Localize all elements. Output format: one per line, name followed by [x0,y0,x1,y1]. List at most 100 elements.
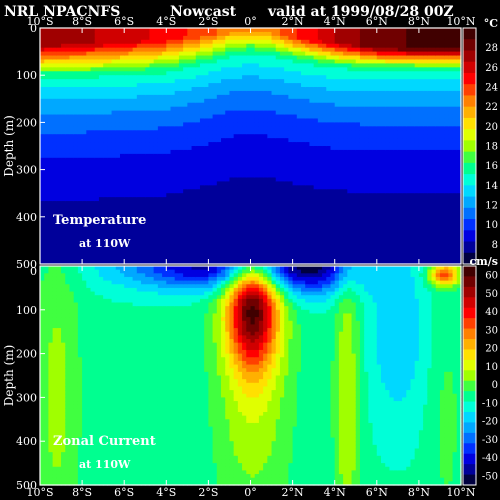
heatmap-cell [170,102,176,108]
heatmap-cell [376,149,382,155]
heatmap-cell [343,146,348,151]
heatmap-cell [351,31,357,37]
heatmap-cell [237,138,243,143]
heatmap-cell [351,126,357,131]
heatmap-cell [61,114,66,120]
heatmap-cell [292,87,298,92]
heatmap-cell [107,260,113,265]
heatmap-cell [132,240,138,245]
heatmap-cell [178,216,184,222]
heatmap-cell [124,244,130,249]
heatmap-cell [48,63,54,68]
heatmap-cell [107,130,113,135]
heatmap-cell [153,224,159,230]
heatmap-cell [48,31,54,37]
heatmap-cell [347,130,353,135]
heatmap-cell [258,63,264,68]
heatmap-cell [183,63,188,68]
heatmap-cell [136,43,142,49]
heatmap-cell [61,232,66,238]
heatmap-cell [343,212,348,218]
heatmap-cell [279,201,285,206]
heatmap-cell [136,39,142,45]
heatmap-cell [301,43,306,49]
heatmap-cell [229,197,235,202]
heatmap-cell [246,47,252,53]
heatmap-cell [56,83,62,88]
heatmap-cell [267,244,273,249]
heatmap-cell [309,142,315,147]
heatmap-cell [204,248,209,253]
heatmap-cell [271,94,277,100]
heatmap-cell [90,31,96,37]
heatmap-cell [326,236,332,241]
heatmap-cell [279,134,285,139]
heatmap-cell [157,208,163,214]
heatmap-cell [195,118,201,123]
heatmap-cell [145,201,151,206]
heatmap-cell [305,71,311,76]
heatmap-cell [204,216,209,222]
heatmap-cell [199,118,205,123]
heatmap-cell [267,146,273,151]
heatmap-cell [225,106,231,112]
heatmap-cell [279,157,285,163]
heatmap-cell [258,212,264,218]
heatmap-cell [225,224,231,230]
heatmap-cell [199,228,205,234]
heatmap-cell [204,114,209,120]
heatmap-cell [166,122,172,127]
heatmap-cell [326,201,332,206]
heatmap-cell [199,63,205,68]
heatmap-cell [347,118,353,123]
heatmap-cell [334,189,340,194]
heatmap-cell [166,79,172,84]
heatmap-cell [242,260,247,265]
heatmap-cell [199,126,205,131]
heatmap-cell [355,252,361,257]
heatmap-cell [56,236,62,241]
heatmap-cell [208,240,214,245]
heatmap-cell [65,122,71,127]
heatmap-cell [284,220,289,226]
heatmap-cell [271,197,277,202]
heatmap-cell [145,142,151,147]
heatmap-cell [284,71,289,76]
heatmap-cell [347,240,353,245]
heatmap-cell [258,122,264,127]
heatmap-cell [246,177,252,182]
heatmap-cell [364,165,369,171]
heatmap-cell [288,197,294,202]
heatmap-cell [178,228,184,234]
heatmap-cell [128,43,134,49]
heatmap-cell [359,208,365,214]
heatmap-cell [56,146,62,151]
heatmap-cell [132,31,138,37]
heatmap-cell [136,118,142,123]
heatmap-cell [119,142,125,147]
heatmap-cell [174,157,180,163]
heatmap-cell [216,244,222,249]
heatmap-cell [254,244,260,249]
heatmap-cell [111,232,117,238]
heatmap-cell [82,153,87,159]
heatmap-cell [153,244,159,249]
heatmap-cell [343,47,348,53]
heatmap-cell [296,260,302,265]
heatmap-cell [355,63,361,68]
heatmap-cell [279,75,285,80]
heatmap-cell [254,39,260,45]
heatmap-cell [229,169,235,175]
heatmap-cell [149,35,155,41]
heatmap-cell [40,193,45,198]
heatmap-cell [212,189,218,194]
heatmap-cell [199,216,205,222]
heatmap-cell [61,126,66,131]
heatmap-cell [119,126,125,131]
heatmap-cell [77,165,83,171]
heatmap-cell [364,232,369,238]
heatmap-cell [279,39,285,45]
heatmap-cell [40,149,45,155]
heatmap-cell [94,197,100,202]
heatmap-cell [136,212,142,218]
